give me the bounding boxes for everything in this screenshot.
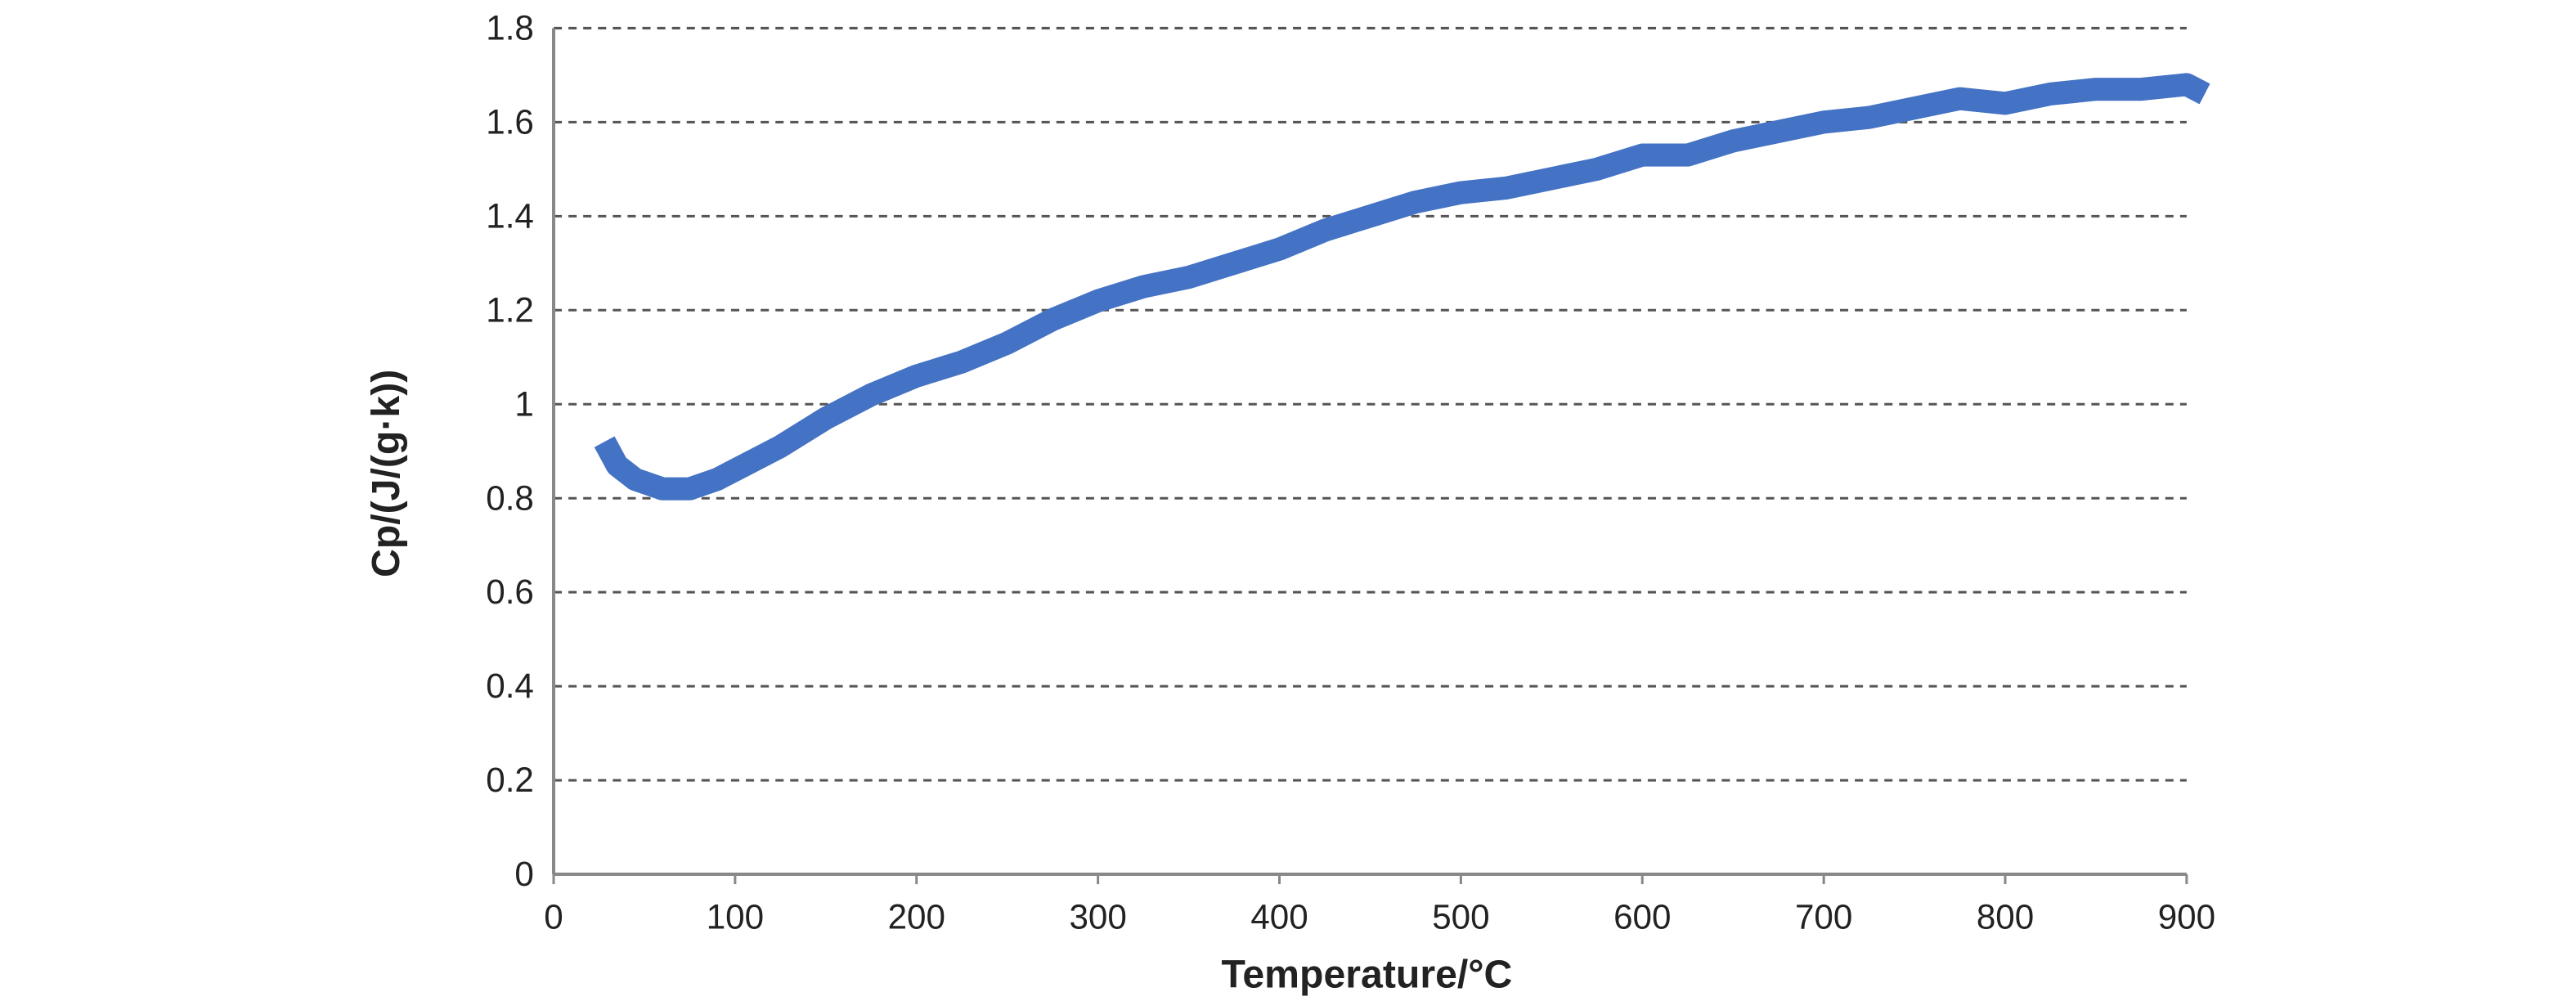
y-tick-label: 0.4	[486, 667, 534, 705]
x-tick-label: 900	[2158, 897, 2215, 936]
y-tick-label: 1.4	[486, 196, 534, 235]
x-tick-label: 700	[1795, 897, 1852, 936]
y-axis-title: Cp/(J/(g·k))	[364, 370, 408, 577]
y-tick-label: 0.8	[486, 478, 534, 517]
y-tick-label: 1.6	[486, 102, 534, 141]
x-tick-label: 600	[1613, 897, 1671, 936]
data-line	[594, 73, 2210, 500]
x-tick-label: 400	[1250, 897, 1308, 936]
y-tick-label: 1.2	[486, 290, 534, 329]
y-tick-label: 1.8	[486, 8, 534, 47]
y-tick-label: 1	[514, 384, 533, 423]
x-tick-label: 500	[1432, 897, 1489, 936]
x-tick-label: 200	[888, 897, 945, 936]
x-tick-label: 0	[544, 897, 563, 936]
x-tick-label: 800	[1977, 897, 2034, 936]
y-tick-label: 0.6	[486, 572, 534, 611]
y-tick-label: 0.2	[486, 761, 534, 799]
y-tick-label: 0	[514, 855, 533, 893]
x-tick-label: 100	[707, 897, 764, 936]
x-axis-title: Temperature/°C	[1221, 953, 1512, 997]
x-tick-label: 300	[1069, 897, 1126, 936]
